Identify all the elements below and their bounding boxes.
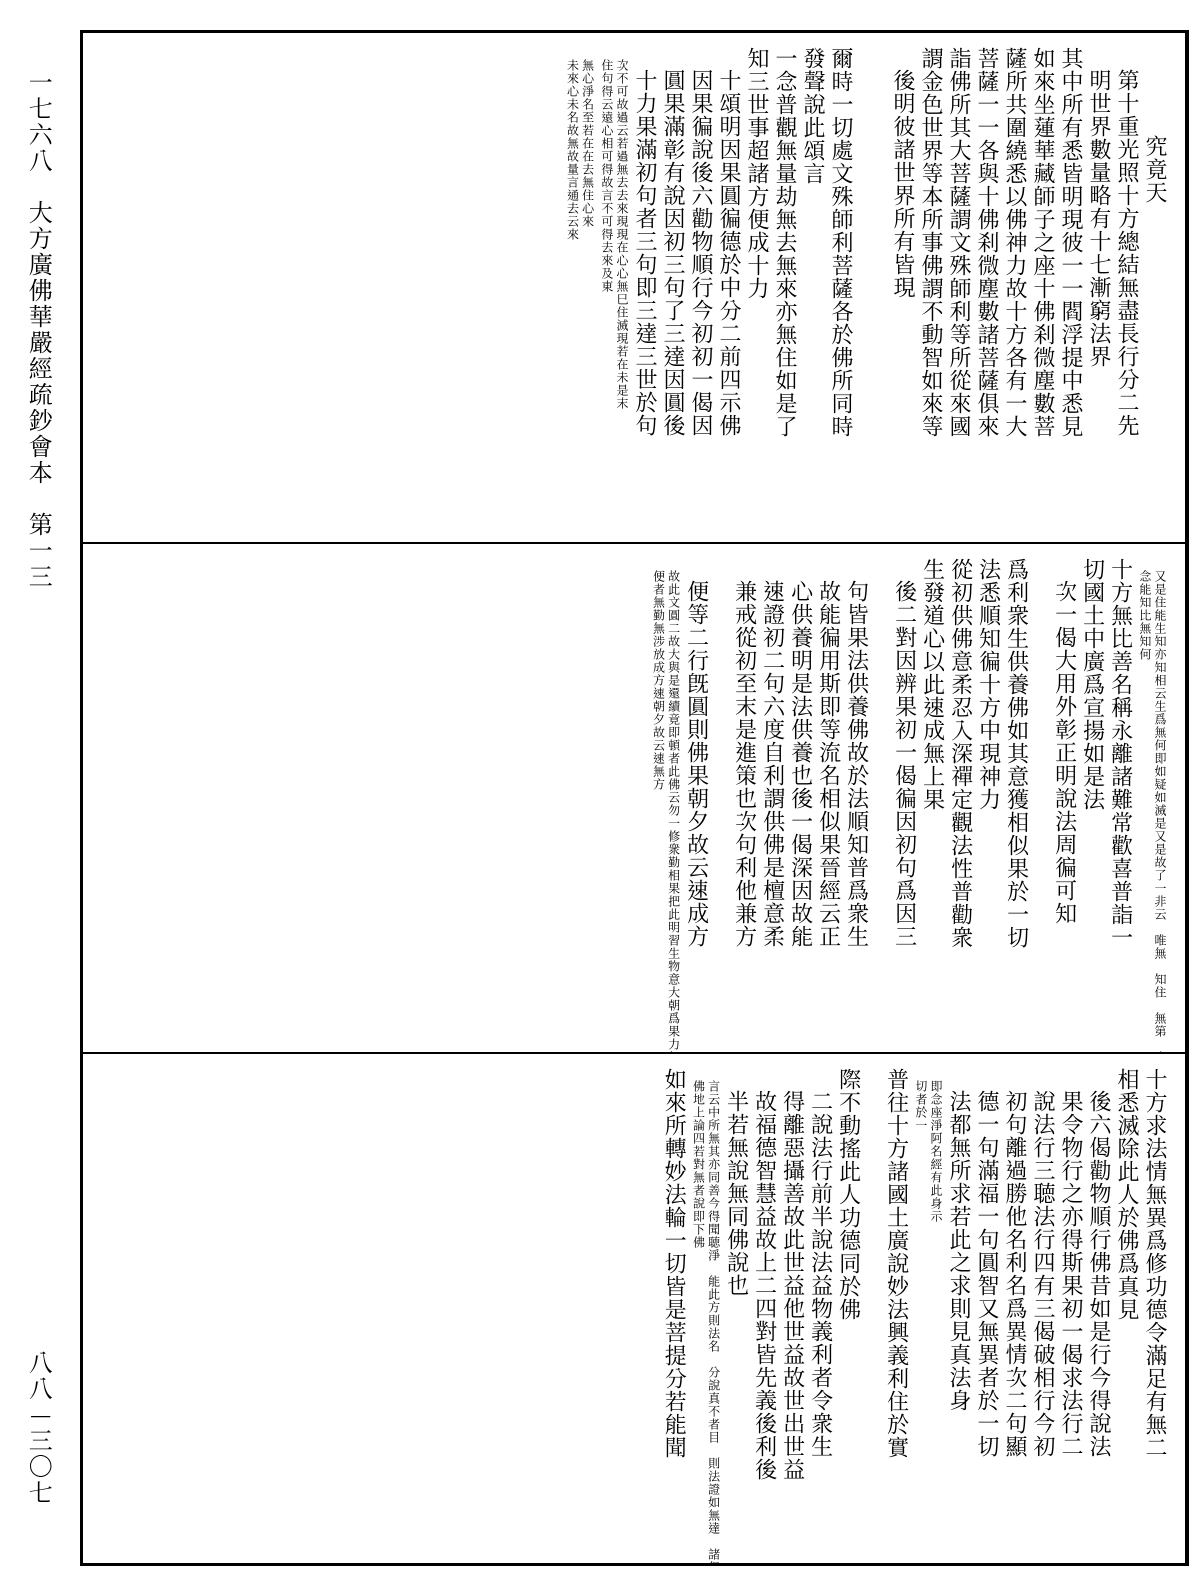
text-column: 十力果滿初句者三句即三達三世於句 <box>635 47 657 532</box>
text-column: 二說法行前半說法益物義利者令衆生 <box>811 1068 833 1553</box>
text-column: 故能徧用斯即等流名相似果晉經云正 <box>819 558 841 1043</box>
commentary-column: 未來心未名故無故量言通去云來 <box>566 47 579 532</box>
text-column: 後二對因辨果初一偈徧因初句爲因三 <box>895 558 917 1043</box>
page-root: 一七六八 大方廣佛華嚴經疏鈔會本 第一三 八八—三〇七 究竟天第十重光照十方總結… <box>0 0 1199 1596</box>
text-column: 謂金色世界等本所事佛謂不動智如來等 <box>921 47 943 532</box>
text-column: 如來所轉妙法輪一切皆是菩提分若能聞 <box>664 1068 686 1553</box>
commentary-column: 佛地上論四若對無者說即下佛 <box>692 1068 705 1553</box>
text-column: 詣佛所其大菩薩謂文殊師利等所從來國 <box>949 47 971 532</box>
text-column: 次一偈大用外彰正明說法周徧可知 <box>1055 558 1077 1043</box>
text-column: 菩薩一一各與十佛刹微塵數諸菩薩俱來 <box>977 47 999 532</box>
commentary-pair: 故此文圓二故大與是還續竟即頓者此佛云勿一修衆勤相果把此明習生物意大朝爲果力無涉亦… <box>652 558 680 1043</box>
margin-top-label: 一七六八 大方廣佛華嚴經疏鈔會本 第一三 <box>27 70 53 590</box>
column-gap <box>715 558 729 1043</box>
text-column: 法悉順知徧十方中現神力 <box>979 558 1001 1043</box>
text-column: 爲利衆生供養佛如其意獲相似果於一切 <box>1007 558 1029 1043</box>
text-column: 第十重光照十方總結無盡長行分二先 <box>1117 47 1139 532</box>
column-gap <box>867 1068 881 1553</box>
text-column: 德一句滿福一句圓智又無異者於一切 <box>977 1068 999 1553</box>
text-column: 其中所有悉皆明現彼一一閻浮提中悉見 <box>1061 47 1083 532</box>
text-column: 便等二行旣圓則佛果朝夕故云速成方 <box>687 558 709 1043</box>
commentary-column: 又是住能生知亦知相云生爲無何即如疑如滅是又是故了一非云 唯無 知住 無第 去三 … <box>1154 558 1167 1043</box>
commentary-column: 念能知比無知何 <box>1139 558 1152 1043</box>
text-column: 知三世事超諸方便成十力 <box>747 47 769 532</box>
text-column: 圓果滿彰有說因初三句了三達因圓後 <box>663 47 685 532</box>
text-column: 說法行三聴法行四有三偈破相行今初 <box>1033 1068 1055 1553</box>
column-gap <box>875 558 889 1043</box>
text-column: 一念普觀無量劫無去無來亦無住如是了 <box>775 47 797 532</box>
commentary-pair: 又是住能生知亦知相云生爲無何即如疑如滅是又是故了一非云 唯無 知住 無第 去三 … <box>1139 558 1167 1043</box>
text-column: 故福德智慧益故上二四對皆先義後利後 <box>755 1068 777 1553</box>
text-column: 相悉滅除此人於佛爲真見 <box>1117 1068 1139 1553</box>
text-column: 際不動搖此人功德同於佛 <box>839 1068 861 1553</box>
text-column: 後六偈勸物順行佛昔如是行今得說法 <box>1089 1068 1111 1553</box>
text-column: 初句離過勝他名利名爲異情次二句顯 <box>1005 1068 1027 1553</box>
text-column: 十方求法情無異爲修功德令滿足有無二 <box>1145 1068 1167 1553</box>
left-margin: 一七六八 大方廣佛華嚴經疏鈔會本 第一三 八八—三〇七 <box>10 30 70 1566</box>
text-column: 後明彼諸世界所有皆現 <box>893 47 915 532</box>
text-column: 心供養明是法供養也後一偈深因故能 <box>791 558 813 1043</box>
margin-bottom-label: 八八—三〇七 <box>27 1350 53 1506</box>
commentary-column: 即念座淨阿名經有此身示 <box>930 1068 943 1553</box>
text-column: 十方無比善名稱永離諸難常歡喜普詣一 <box>1111 558 1133 1043</box>
text-column: 如來坐蓮華藏師子之座十佛刹微塵數菩 <box>1033 47 1055 532</box>
commentary-column: 無心淨名至若在在去無住心來 <box>581 47 594 532</box>
commentary-column: 故此文圓二故大與是還續竟即頓者此佛云勿一修衆勤相果把此明習生物意大朝爲果力無涉亦… <box>667 558 680 1043</box>
text-column: 明世界數量略有十七漸窮法界 <box>1089 47 1111 532</box>
commentary-column: 次不可故過云若過無去去來現現在心心無巳住滅現若在未是末 <box>616 47 629 532</box>
commentary-pair: 無心淨名至若在在去無住心來未來心未名故無故量言通去云來 <box>566 47 594 532</box>
text-column: 因果徧說後六勸物順行今初初一偈因 <box>691 47 713 532</box>
text-column: 普往十方諸國土廣說妙法興義利住於實 <box>887 1068 909 1553</box>
text-column: 半若無說無同佛說也 <box>727 1068 749 1553</box>
text-column: 切國土中廣爲宣揚如是法 <box>1083 558 1105 1043</box>
panel-middle: 又是住能生知亦知相云生爲無何即如疑如滅是又是故了一非云 唯無 知住 無第 去三 … <box>83 544 1185 1055</box>
commentary-column: 便者無勤無涉放成方速朝夕故云速無方 <box>652 558 665 1043</box>
text-column: 兼戒從初至末是進策也次句利他兼方 <box>735 558 757 1043</box>
commentary-pair: 次不可故過云若過無去去來現現在心心無巳住滅現若在未是末住句得云遠心相可得故言不可… <box>601 47 629 532</box>
commentary-column: 切者於一 <box>915 1068 928 1553</box>
text-column: 句皆果法供養佛故於法順知普爲衆生 <box>847 558 869 1043</box>
text-column: 爾時一切處文殊師利菩薩各於佛所同時 <box>831 47 853 532</box>
panel-top: 究竟天第十重光照十方總結無盡長行分二先明世界數量略有十七漸窮法界其中所有悉皆明現… <box>83 33 1185 544</box>
text-column: 究竟天 <box>1145 47 1167 532</box>
column-gap <box>1035 558 1049 1043</box>
commentary-pair: 言云中所無其亦同善今得聞聴淨 能此方則法名 分說真不者目 則法證如無達 諸但得言… <box>692 1068 720 1553</box>
text-column: 生發道心以此速成無上果 <box>923 558 945 1043</box>
text-column: 得離惡攝善故此世益他世益故世出世益 <box>783 1068 805 1553</box>
commentary-pair: 即念座淨阿名經有此身示切者於一 <box>915 1068 943 1553</box>
commentary-column: 言云中所無其亦同善今得聞聴淨 能此方則法名 分說真不者目 則法證如無達 諸但得言… <box>707 1068 720 1553</box>
commentary-column: 住句得云遠心相可得故言不可得去來及東 <box>601 47 614 532</box>
text-column: 法都無所求若此之求則見真法身 <box>949 1068 971 1553</box>
text-column: 十頌明因果圓徧德於中分二前四示佛 <box>719 47 741 532</box>
text-frame: 究竟天第十重光照十方總結無盡長行分二先明世界數量略有十七漸窮法界其中所有悉皆明現… <box>80 30 1189 1566</box>
text-column: 薩所共圍繞悉以佛神力故十方各有一大 <box>1005 47 1027 532</box>
text-column: 果令物行之亦得斯果初一偈求法行二 <box>1061 1068 1083 1553</box>
text-column: 從初供佛意柔忍入深禪定觀法性普勸衆 <box>951 558 973 1043</box>
text-column: 速證初二句六度自利謂供佛是檀意柔 <box>763 558 785 1043</box>
column-gap <box>859 47 887 532</box>
panel-bottom: 十方求法情無異爲修功德令滿足有無二相悉滅除此人於佛爲真見後六偈勸物順行佛昔如是行… <box>83 1054 1185 1563</box>
text-column: 發聲說此頌言 <box>803 47 825 532</box>
